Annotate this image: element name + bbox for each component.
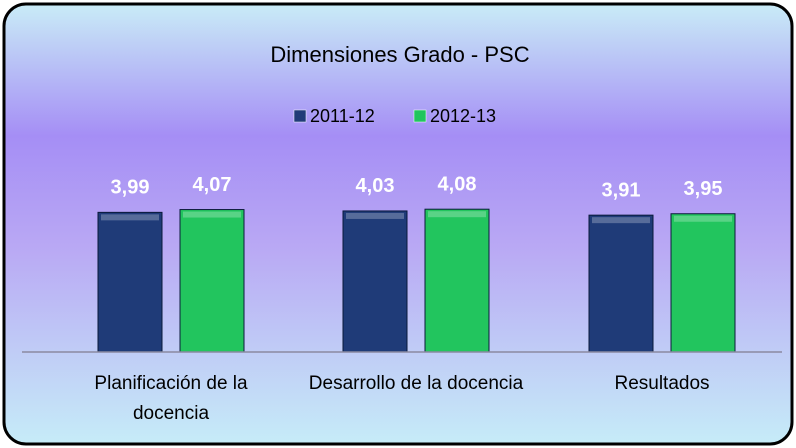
legend-label: 2011-12 — [310, 106, 375, 126]
bar-highlight — [346, 212, 404, 219]
bar-highlight — [674, 215, 732, 222]
legend-label: 2012-13 — [430, 106, 496, 126]
bar-highlight — [592, 217, 650, 224]
data-label: 4,03 — [356, 175, 395, 197]
legend-swatch — [293, 109, 307, 123]
bar — [342, 210, 408, 353]
data-label: 4,08 — [438, 173, 477, 195]
x-tick-label: Resultados — [614, 373, 710, 394]
data-label: 3,95 — [684, 178, 723, 200]
chart-title: Dimensiones Grado - PSC — [270, 42, 529, 67]
bar — [588, 214, 654, 353]
data-label: 4,07 — [193, 174, 232, 196]
bar — [179, 209, 245, 353]
bar — [424, 208, 490, 353]
bar — [97, 211, 163, 353]
data-label: 3,99 — [111, 177, 150, 199]
x-tick-label: Desarrollo de la docencia — [308, 373, 524, 394]
x-tick-label: Planificación de la docencia — [94, 373, 248, 424]
bar — [670, 213, 736, 353]
data-label: 3,91 — [602, 179, 641, 201]
bar-highlight — [183, 211, 241, 218]
bar-highlight — [428, 211, 486, 218]
bar-highlight — [101, 214, 159, 221]
legend-swatch — [413, 109, 427, 123]
